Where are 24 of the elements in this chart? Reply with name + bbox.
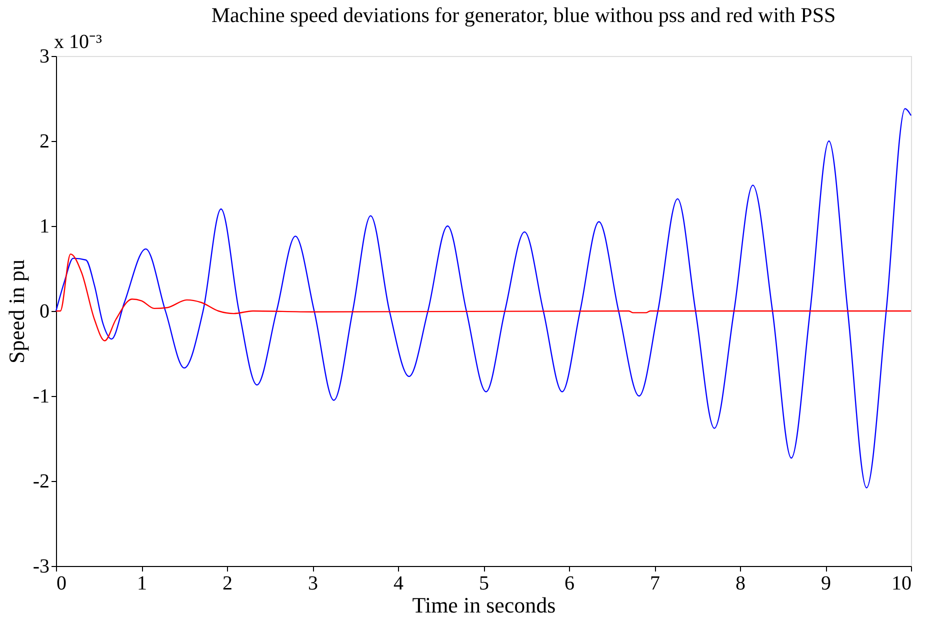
- x-axis-title: Time in seconds: [412, 592, 556, 618]
- line-series: [55, 108, 912, 488]
- x-tick-label: 6: [564, 572, 574, 594]
- y-tick-label: 1: [40, 216, 50, 238]
- x-tick-label: 2: [222, 572, 232, 594]
- x-tick-label: 0: [56, 572, 66, 594]
- y-tick-label: 3: [40, 46, 50, 68]
- y-tick-label: 2: [40, 130, 50, 152]
- y-tick-label: -2: [32, 470, 50, 492]
- y-tick-label: 0: [40, 300, 50, 322]
- x-tick-label: 7: [650, 572, 660, 594]
- x-tick-label: 1: [137, 572, 147, 594]
- y-tick-label: -3: [32, 556, 50, 578]
- x-tick-label: 5: [479, 572, 489, 594]
- y-tick-label: -1: [32, 386, 50, 408]
- line-series: [55, 253, 912, 342]
- x-tick-label: 3: [308, 572, 318, 594]
- x-tick-label: 4: [394, 572, 404, 594]
- chart-title: Machine speed deviations for generator, blue withou pss and red with PSS: [211, 3, 836, 27]
- y-axis-title: Speed in pu: [4, 260, 29, 364]
- text: x 10⁻³: [54, 31, 102, 53]
- x-tick-label: 10: [892, 572, 912, 594]
- x-tick-label: 9: [821, 572, 831, 594]
- x-tick-label: 8: [736, 572, 746, 594]
